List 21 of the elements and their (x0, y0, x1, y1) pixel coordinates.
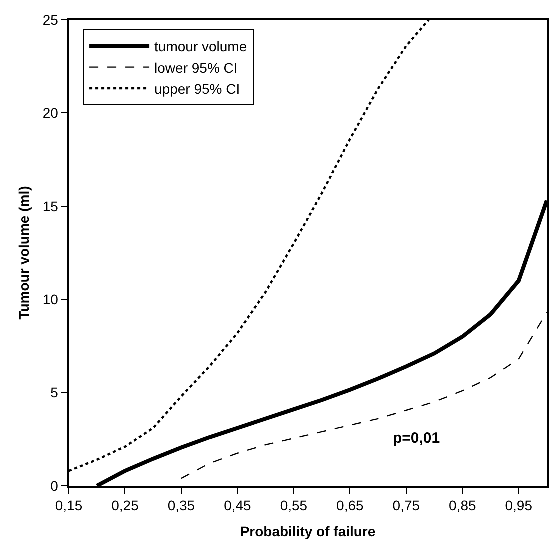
y-tick-label: 10 (42, 292, 59, 308)
x-tick-label: 0,25 (112, 498, 140, 514)
x-tick-label: 0,55 (280, 498, 308, 514)
x-tick-label: 0,65 (336, 498, 364, 514)
y-tick-label: 5 (50, 384, 59, 401)
x-tick-label: 0,35 (168, 498, 196, 514)
legend-label: upper 95% CI (154, 80, 240, 97)
x-tick-label: 0,15 (55, 498, 83, 514)
y-tick-label: 15 (42, 198, 59, 214)
annotation: p=0,01 (393, 430, 440, 447)
y-tick-label: 0 (50, 478, 59, 494)
x-tick-label: 0,45 (224, 498, 252, 514)
x-tick-label: 0,75 (392, 498, 420, 514)
y-tick-label: 25 (42, 12, 59, 28)
legend-label: tumour volume (154, 38, 248, 55)
x-tick-label: 0,95 (505, 498, 533, 514)
y-tick-label: 20 (42, 105, 59, 122)
x-tick-label: 0,85 (449, 498, 476, 514)
legend-label: lower 95% CI (154, 60, 238, 76)
y-axis-title: Tumour volume (ml) (16, 186, 32, 320)
x-axis-title: Probability of failure (240, 523, 376, 540)
